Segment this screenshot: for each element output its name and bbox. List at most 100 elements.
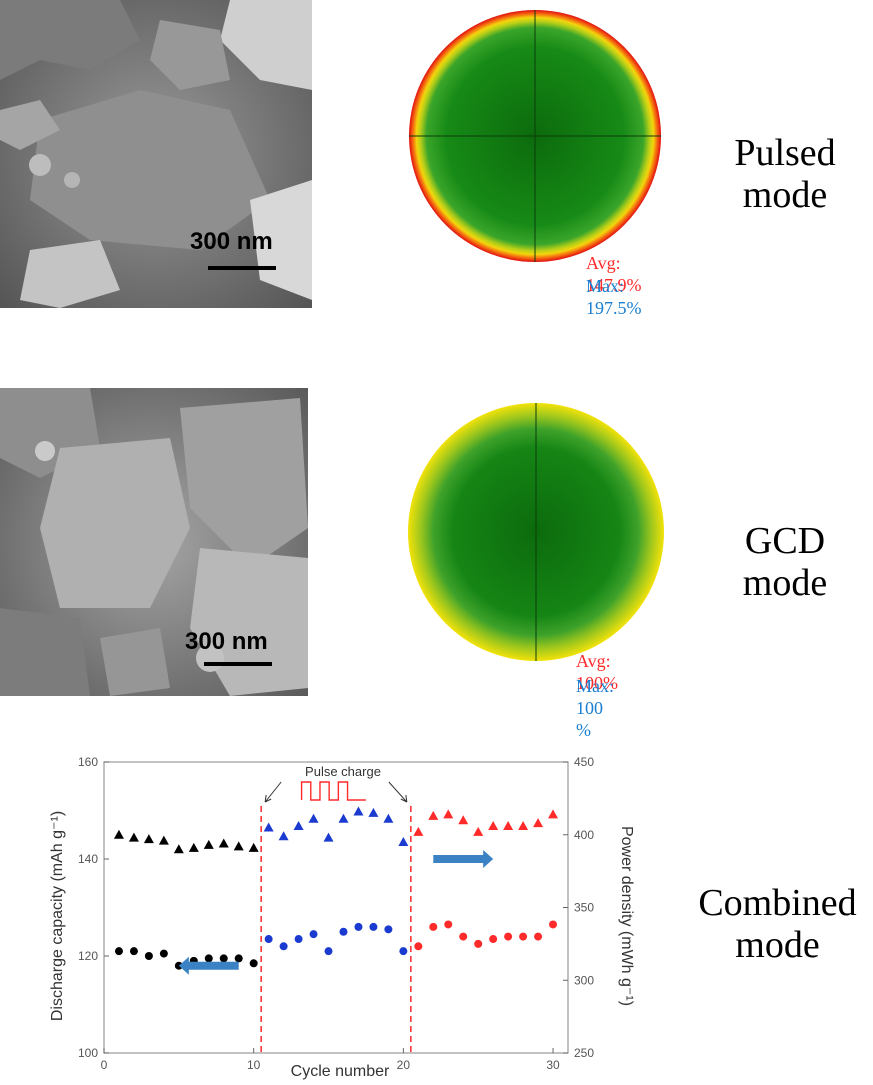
avg-label-gcd: Avg: 100%: [576, 651, 618, 693]
data-point-power: [398, 837, 409, 847]
data-point-power: [188, 842, 199, 852]
distribution-map-pulsed: [409, 10, 661, 262]
data-point-power: [263, 822, 274, 832]
data-point-capacity: [159, 949, 168, 958]
y-tick-label-right: 450: [574, 755, 594, 769]
sem-image-pulsed: 300 nm: [0, 0, 312, 308]
annotation-pointer: [264, 781, 282, 803]
data-point-capacity: [384, 925, 393, 934]
data-point-power: [428, 810, 439, 820]
data-point-power: [218, 838, 229, 848]
plot-frame: [103, 761, 569, 1054]
data-point-capacity: [219, 954, 228, 963]
data-point-capacity: [129, 947, 138, 956]
data-point-capacity: [414, 942, 423, 951]
data-point-capacity: [324, 947, 333, 956]
sem-image-gcd: 300 nm: [0, 388, 308, 696]
y-tick-label-right: 350: [574, 901, 594, 915]
data-point-power: [308, 813, 319, 823]
data-point-capacity: [504, 932, 513, 941]
x-tick-label: 10: [247, 1058, 261, 1072]
data-point-power: [113, 829, 124, 839]
y-tick-label-right: 300: [574, 973, 594, 987]
data-point-power: [173, 844, 184, 854]
scale-bar: [204, 662, 272, 666]
data-point-capacity: [279, 942, 288, 951]
data-point-power: [533, 818, 544, 828]
x-tick-label: 20: [397, 1058, 411, 1072]
data-point-power: [338, 813, 349, 823]
data-point-capacity: [444, 920, 453, 929]
data-point-capacity: [549, 920, 558, 929]
data-point-capacity: [309, 930, 318, 939]
max-label-gcd: Max: 100 %: [576, 676, 614, 740]
pulse-waveform-icon: [300, 781, 366, 801]
data-point-power: [383, 813, 394, 823]
arrow-right-icon: [433, 850, 494, 868]
data-point-capacity: [249, 959, 258, 968]
data-point-capacity: [369, 922, 378, 931]
data-point-power: [293, 821, 304, 831]
pulse-charge-annotation: Pulse charge: [305, 764, 381, 779]
avg-label-pulsed: Avg: 147.9%: [586, 253, 642, 295]
x-tick-label: 0: [101, 1058, 108, 1072]
data-point-capacity: [174, 961, 183, 970]
data-point-capacity: [429, 922, 438, 931]
data-point-capacity: [534, 932, 543, 941]
arrow-left-icon: [178, 956, 239, 975]
scale-bar-label: 300 nm: [190, 228, 273, 255]
data-point-capacity: [294, 935, 303, 944]
annotation-pointer: [388, 781, 408, 803]
data-point-power: [443, 809, 454, 819]
data-point-capacity: [339, 927, 348, 936]
y-tick-label-left: 120: [78, 949, 98, 963]
combined-chart: 0 10 20 30 100 120 140 160 250 300 350 400 450 Cycle…: [49, 755, 635, 1080]
y-axis-label-left: Discharge capacity (mAh g⁻¹): [49, 811, 66, 1021]
annotation-pointer-head: [400, 794, 408, 803]
data-point-power: [353, 806, 364, 816]
x-tick-label: 30: [546, 1058, 560, 1072]
scale-bar: [208, 266, 276, 270]
data-point-capacity: [114, 947, 123, 956]
data-point-capacity: [474, 939, 483, 948]
data-point-capacity: [204, 954, 213, 963]
annotation-pointer-head: [264, 794, 272, 803]
data-point-power: [233, 841, 244, 851]
data-point-capacity: [264, 935, 273, 944]
data-point-capacity: [519, 932, 528, 941]
mode-label-pulsed: Pulsed mode: [734, 132, 836, 216]
data-point-power: [128, 832, 139, 842]
data-point-power: [548, 809, 559, 819]
data-point-power: [458, 815, 469, 825]
x-axis-label: Cycle number: [291, 1063, 390, 1080]
data-point-power: [488, 821, 499, 831]
scale-bar-label: 300 nm: [185, 628, 268, 655]
data-point-capacity: [489, 935, 498, 944]
mode-label-gcd: GCD mode: [742, 520, 828, 604]
data-point-power: [248, 842, 259, 852]
y-tick-label-left: 100: [78, 1046, 98, 1060]
mode-label-combined: Combined mode: [698, 882, 857, 966]
data-point-power: [518, 821, 529, 831]
y-tick-label-left: 160: [78, 755, 98, 769]
data-point-power: [503, 821, 514, 831]
data-point-power: [323, 832, 334, 842]
y-tick-label-left: 140: [78, 852, 98, 866]
data-point-capacity: [144, 952, 153, 960]
y-tick-label-right: 250: [574, 1046, 594, 1060]
data-point-power: [473, 826, 484, 836]
data-point-power: [143, 834, 154, 844]
y-tick-label-right: 400: [574, 828, 594, 842]
data-point-capacity: [399, 947, 408, 956]
data-point-power: [368, 807, 379, 817]
distribution-map-gcd: [408, 403, 664, 661]
data-point-capacity: [459, 932, 468, 941]
y-axis-label-right: Power density (mWh g⁻¹): [618, 826, 635, 1006]
data-point-power: [158, 835, 169, 845]
data-point-capacity: [234, 954, 243, 963]
max-label-pulsed: Max: 197.5%: [586, 276, 642, 318]
data-point-power: [413, 826, 424, 836]
data-point-power: [203, 839, 214, 849]
data-point-capacity: [354, 922, 363, 931]
data-point-power: [278, 831, 289, 841]
